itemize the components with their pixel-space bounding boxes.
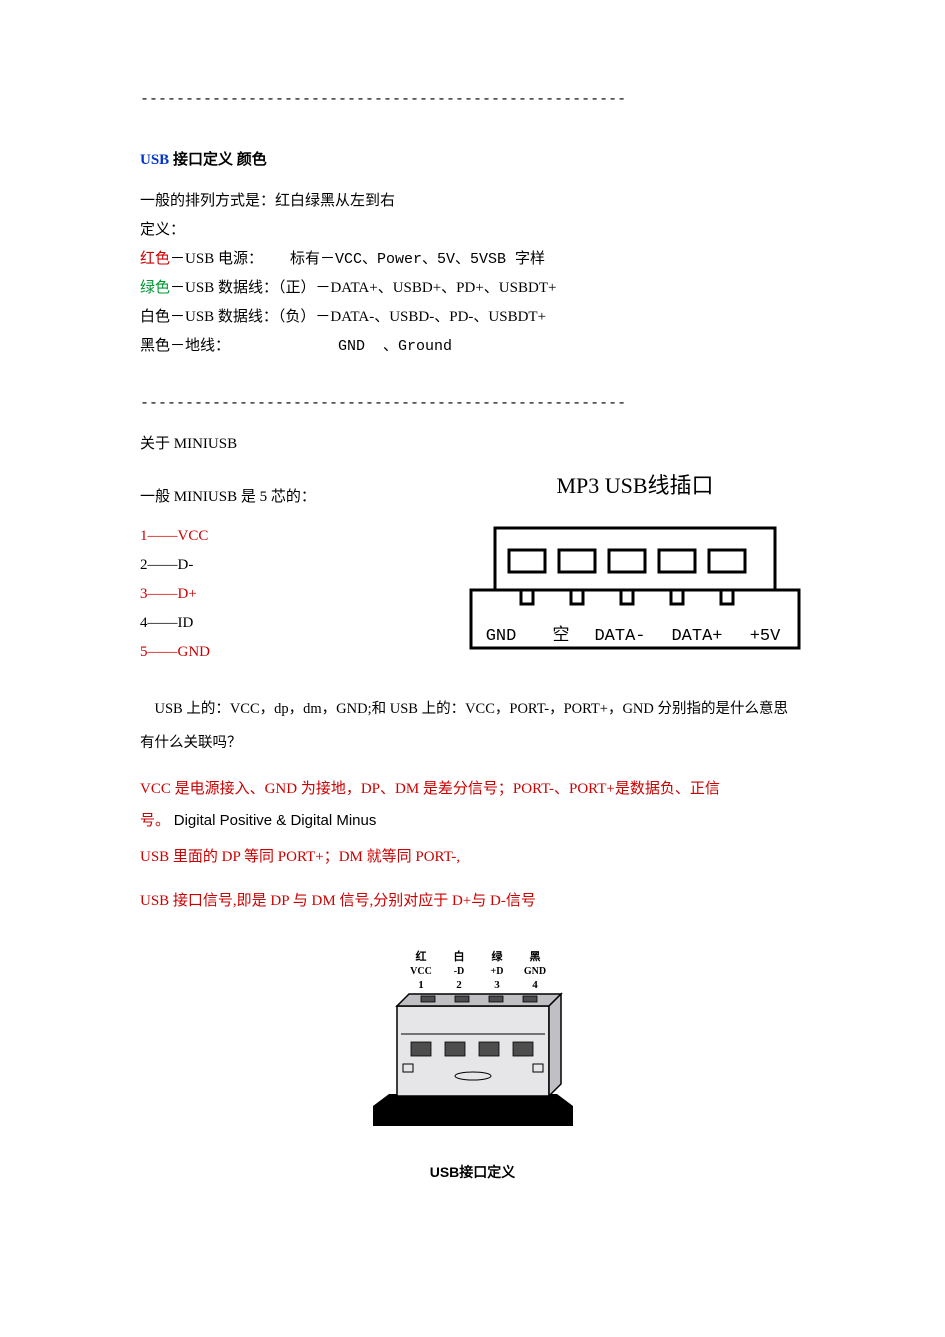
svg-text:-D: -D — [453, 966, 464, 977]
svg-text:空: 空 — [553, 625, 570, 646]
miniusb-row: 一般 MINIUSB 是 5 芯的： 1——VCC 2——D- 3——D+ 4—… — [140, 466, 805, 668]
def-white: 白色－USB 数据线：（负）－DATA-、USBD-、PD-、USBDT+ — [140, 304, 805, 331]
svg-text:绿: 绿 — [491, 949, 503, 963]
title-rest: 接口定义 颜色 — [169, 152, 267, 168]
def-black-b: GND 、Ground — [230, 338, 452, 355]
miniusb-left: 一般 MINIUSB 是 5 芯的： 1——VCC 2——D- 3——D+ 4—… — [140, 466, 455, 668]
diagram2-caption: USB接口定义 — [353, 1160, 593, 1185]
answer-block: VCC 是电源接入、GND 为接地，DP、DM 是差分信号；PORT-、PORT… — [140, 774, 805, 916]
def-line-1: 一般的排列方式是：红白绿黑从左到右 — [140, 188, 805, 215]
question-block: USB 上的：VCC，dp，dm，GND;和 USB 上的：VCC，PORT-，… — [140, 694, 805, 760]
svg-text:+5V: +5V — [750, 627, 781, 646]
def-black: 黑色－地线： GND 、Ground — [140, 333, 805, 360]
document-page: ----------------------------------------… — [0, 0, 945, 1337]
svg-text:黑: 黑 — [529, 950, 540, 963]
answer-2: USB 里面的 DP 等同 PORT+；DM 就等同 PORT-, — [140, 842, 805, 872]
pin-3: 3——D+ — [140, 581, 455, 608]
pin-1: 1——VCC — [140, 523, 455, 550]
label-red: 红色 — [140, 251, 170, 267]
svg-text:GND: GND — [486, 627, 517, 646]
miniusb-heading: 关于 MINIUSB — [140, 431, 805, 458]
answer-3: USB 接口信号,即是 DP 与 DM 信号,分别对应于 D+与 D-信号 — [140, 886, 805, 916]
svg-text:2: 2 — [456, 979, 462, 991]
pin-2: 2——D- — [140, 552, 455, 579]
miniusb-diagram: MP3 USB线插口 GND 空 DATA- DATA+ +5V — [465, 466, 805, 660]
svg-text:3: 3 — [494, 979, 500, 991]
def-green: 绿色－USB 数据线：（正）－DATA+、USBD+、PD+、USBDT+ — [140, 275, 805, 302]
def-line-2: 定义： — [140, 217, 805, 244]
question-l1: USB 上的：VCC，dp，dm，GND;和 USB 上的：VCC，PORT-，… — [140, 694, 805, 726]
def-red-b: －USB 电源： — [170, 251, 263, 267]
answer-1b-row: 号。 Digital Positive & Digital Minus — [140, 806, 805, 836]
svg-text:4: 4 — [532, 979, 538, 991]
question-l2: 有什么关联吗？ — [140, 728, 805, 760]
def-black-a: 黑色－地线： — [140, 338, 230, 354]
svg-text:DATA+: DATA+ — [671, 627, 722, 646]
svg-text:1: 1 — [418, 979, 424, 991]
miniusb-sub: 一般 MINIUSB 是 5 芯的： — [140, 484, 455, 511]
divider-1: ----------------------------------------… — [140, 86, 805, 113]
def-green-b: －USB 数据线：（正）－DATA+、USBD+、PD+、USBDT+ — [170, 280, 556, 296]
miniusb-pin-list: 1——VCC 2——D- 3——D+ 4——ID 5——GND — [140, 523, 455, 666]
divider-2: ----------------------------------------… — [140, 390, 805, 417]
miniusb-svg: GND 空 DATA- DATA+ +5V — [465, 510, 805, 660]
svg-text:红: 红 — [415, 949, 426, 963]
pin-4: 4——ID — [140, 610, 455, 637]
usb-a-svg: 红 VCC 1 白 -D 2 绿 +D 3 黑 GND 4 — [353, 946, 593, 1156]
label-green: 绿色 — [140, 280, 170, 296]
def-red-c: 标有－VCC、Power、5V、5VSB 字样 — [263, 251, 545, 268]
svg-text:GND: GND — [523, 966, 545, 977]
svg-text:+D: +D — [490, 966, 503, 977]
answer-1a: VCC 是电源接入、GND 为接地，DP、DM 是差分信号；PORT-、PORT… — [140, 774, 805, 804]
title-usb: USB — [140, 152, 169, 168]
svg-text:白: 白 — [453, 949, 464, 963]
answer-1c: Digital Positive & Digital Minus — [174, 812, 377, 829]
svg-text:DATA-: DATA- — [594, 627, 645, 646]
section-title: USB 接口定义 颜色 — [140, 147, 805, 174]
svg-text:VCC: VCC — [410, 966, 432, 977]
pin-5: 5——GND — [140, 639, 455, 666]
usb-a-diagram: 红 VCC 1 白 -D 2 绿 +D 3 黑 GND 4 USB接口定义 — [353, 946, 593, 1185]
answer-1b: 号。 — [140, 813, 170, 829]
def-red: 红色－USB 电源： 标有－VCC、Power、5V、5VSB 字样 — [140, 246, 805, 273]
diagram1-title: MP3 USB线插口 — [465, 466, 805, 506]
